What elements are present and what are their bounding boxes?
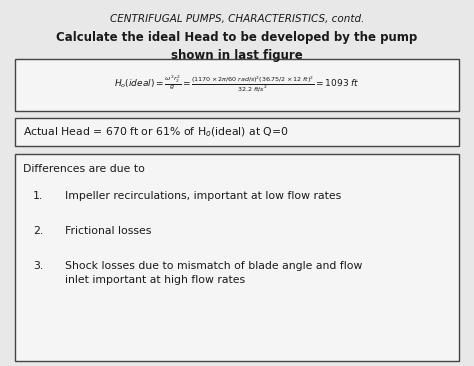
FancyBboxPatch shape [15, 59, 459, 111]
FancyBboxPatch shape [15, 154, 459, 361]
Text: Frictional losses: Frictional losses [65, 226, 151, 236]
Text: Impeller recirculations, important at low flow rates: Impeller recirculations, important at lo… [65, 191, 341, 201]
Text: 3.: 3. [33, 261, 43, 271]
Text: $H_o(ideal) = \frac{\omega^2 r_2^2}{g} = \frac{(1170\times2\pi/60\ rad/s)^2(36.7: $H_o(ideal) = \frac{\omega^2 r_2^2}{g} =… [114, 74, 360, 94]
Text: Shock losses due to mismatch of blade angle and flow
inlet important at high flo: Shock losses due to mismatch of blade an… [65, 261, 363, 285]
Text: CENTRIFUGAL PUMPS, CHARACTERISTICS, contd.: CENTRIFUGAL PUMPS, CHARACTERISTICS, cont… [110, 14, 364, 24]
Text: Calculate the ideal Head to be developed by the pump
shown in last figure: Calculate the ideal Head to be developed… [56, 31, 418, 62]
Text: Differences are due to: Differences are due to [23, 164, 145, 174]
Text: Actual Head = 670 ft or 61% of H$_o$(ideal) at Q=0: Actual Head = 670 ft or 61% of H$_o$(ide… [23, 125, 289, 139]
Text: 1.: 1. [33, 191, 43, 201]
Text: 2.: 2. [33, 226, 43, 236]
FancyBboxPatch shape [15, 118, 459, 146]
